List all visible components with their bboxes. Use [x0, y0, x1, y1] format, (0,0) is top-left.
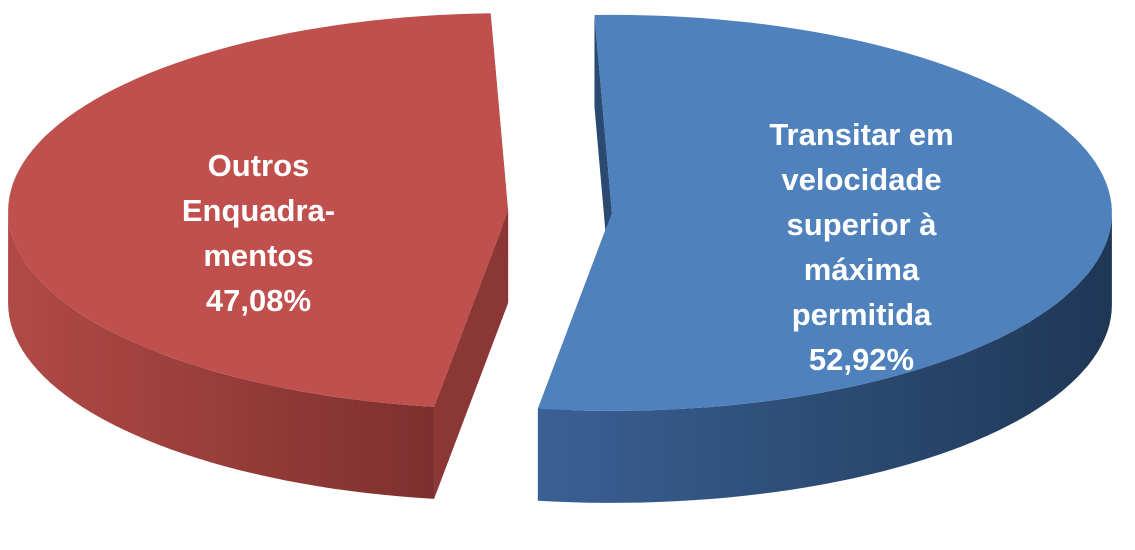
- slice-label: Transitar em velocidade superior à máxim…: [754, 97, 969, 397]
- slice-top: [8, 13, 509, 407]
- slice-label-box: Outros Enquadra-mentos 47,08%: [163, 83, 353, 383]
- slice-cut-wall: [434, 211, 509, 499]
- value-label: 47,08%: [205, 283, 312, 319]
- slice-outer-wall: [8, 211, 435, 499]
- category-label: Outros Enquadra-mentos: [181, 148, 336, 274]
- pie-slice: Outros Enquadra-mentos 47,08%: [8, 13, 509, 499]
- value-label: 52,92%: [808, 341, 915, 377]
- slice-label: Outros Enquadra-mentos 47,08%: [163, 83, 353, 383]
- category-label: Transitar em velocidade superior à máxim…: [769, 116, 954, 332]
- slice-top: [537, 14, 1112, 411]
- slice-outer-wall: [537, 212, 1112, 503]
- pie-slice: Transitar em velocidade superior à máxim…: [537, 14, 1112, 503]
- slice-label-box: Transitar em velocidade superior à máxim…: [754, 97, 969, 397]
